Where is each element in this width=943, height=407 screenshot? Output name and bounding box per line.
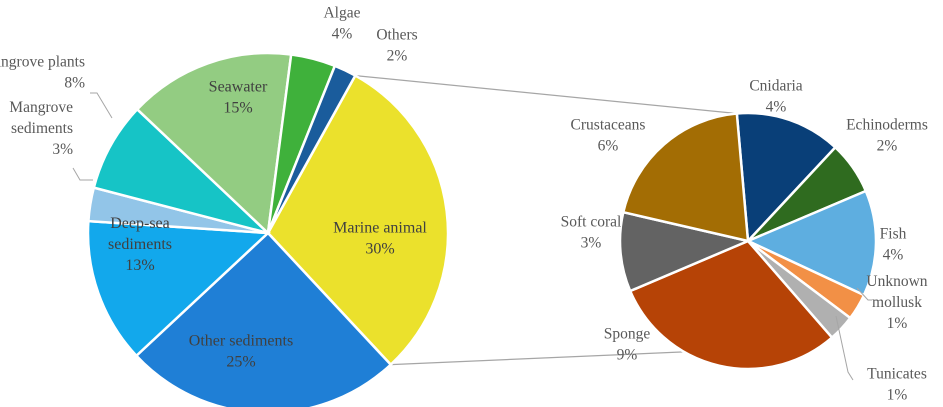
- main-label-mangrove-sediments: Mangrove sediments 3%: [9, 99, 73, 158]
- slice-name: mollusk: [872, 294, 922, 311]
- main-slice-mangrove-plants: [92, 107, 269, 235]
- slice-name: Other sediments: [189, 333, 293, 350]
- sub-label-fish: Fish 4%: [880, 226, 907, 264]
- slice-percent: 2%: [387, 48, 408, 65]
- slice-percent: 25%: [226, 354, 255, 371]
- sub-label-crustaceans: Crustaceans 6%: [571, 117, 646, 155]
- connector-line-bottom: [390, 351, 685, 366]
- sub-label-sponge: Sponge 9%: [604, 326, 651, 364]
- main-label-deep-sea-sediments: Deep-sea sediments 13%: [108, 215, 172, 274]
- slice-labels: Marine animal 30% Other sediments 25% Deep-s…: [0, 5, 928, 404]
- slice-name: Mangrove: [9, 99, 73, 116]
- slice-name: Crustaceans: [571, 117, 646, 134]
- main-label-others: Others 2%: [376, 27, 417, 65]
- slice-percent: 3%: [581, 235, 602, 252]
- slice-percent: 13%: [125, 257, 154, 274]
- sub-label-unknown-mollusk: Unknown mollusk 1%: [866, 273, 927, 332]
- slice-percent: 4%: [883, 247, 904, 264]
- slice-name: sediments: [108, 236, 172, 253]
- slice-name: Algae: [323, 5, 360, 22]
- sub-slice-soft-coral: [618, 210, 753, 293]
- main-slice-other-sediments: [134, 231, 393, 407]
- slice-name: Seawater: [209, 79, 268, 96]
- sub-leader-unknown-mollusk: [856, 287, 872, 301]
- slice-percent: 15%: [223, 100, 252, 117]
- sub-slice-crustaceans: [621, 112, 750, 243]
- slice-name: Deep-sea: [110, 215, 170, 232]
- slice-name: Marine animal: [333, 220, 427, 237]
- slice-percent: 4%: [332, 26, 353, 43]
- slice-name: Echinoderms: [846, 117, 928, 134]
- main-slice-marine-animal: [266, 73, 450, 367]
- slice-percent: 8%: [64, 75, 85, 92]
- main-slice-others: [266, 64, 357, 234]
- slice-percent: 30%: [365, 241, 394, 258]
- main-label-mangrove-plants: Mangrove plants 8%: [0, 54, 85, 92]
- sub-label-soft-coral: Soft coral 3%: [561, 214, 622, 252]
- slice-name: Tunicates: [867, 366, 927, 383]
- slice-name: Unknown: [866, 273, 927, 290]
- main-label-seawater: Seawater 15%: [209, 79, 268, 117]
- connector-line-top: [355, 75, 737, 115]
- sub-slice-fish: [744, 189, 878, 297]
- slice-name: Soft coral: [561, 214, 622, 231]
- main-leader-mangrove-plants: [90, 92, 113, 119]
- main-slice-seawater: [135, 51, 293, 236]
- slice-name: Mangrove plants: [0, 54, 85, 71]
- slice-percent: 1%: [887, 387, 908, 404]
- slice-percent: 6%: [598, 138, 619, 155]
- main-label-algae: Algae 4%: [323, 5, 360, 43]
- slice-name: sediments: [11, 120, 73, 137]
- main-label-marine-animal: Marine animal 30%: [333, 220, 427, 258]
- slice-name: Cnidaria: [749, 78, 802, 95]
- sub-label-cnidaria: Cnidaria 4%: [749, 78, 802, 116]
- sub-leader-tunicates: [835, 315, 854, 381]
- leader-lines: [72, 92, 872, 381]
- slice-name: Sponge: [604, 326, 651, 343]
- slice-name: Others: [376, 27, 417, 44]
- slice-percent: 9%: [617, 347, 638, 364]
- slice-percent: 4%: [766, 99, 787, 116]
- slice-percent: 1%: [887, 315, 908, 332]
- sub-pie: [618, 111, 878, 371]
- main-slice-deep-sea-sediments: [86, 219, 271, 358]
- sub-slice-cnidaria: [735, 111, 838, 244]
- main-pie: [86, 51, 450, 407]
- sub-label-tunicates: Tunicates 1%: [867, 366, 927, 404]
- connector-lines: [355, 75, 737, 366]
- sub-label-echinoderms: Echinoderms 2%: [846, 117, 928, 155]
- slice-percent: 2%: [877, 138, 898, 155]
- slice-name: Fish: [880, 226, 907, 243]
- main-label-other-sediments: Other sediments 25%: [189, 333, 293, 371]
- sub-slice-sponge: [628, 239, 834, 371]
- slice-percent: 3%: [52, 141, 73, 158]
- main-leader-mangrove-sediments: [72, 167, 93, 181]
